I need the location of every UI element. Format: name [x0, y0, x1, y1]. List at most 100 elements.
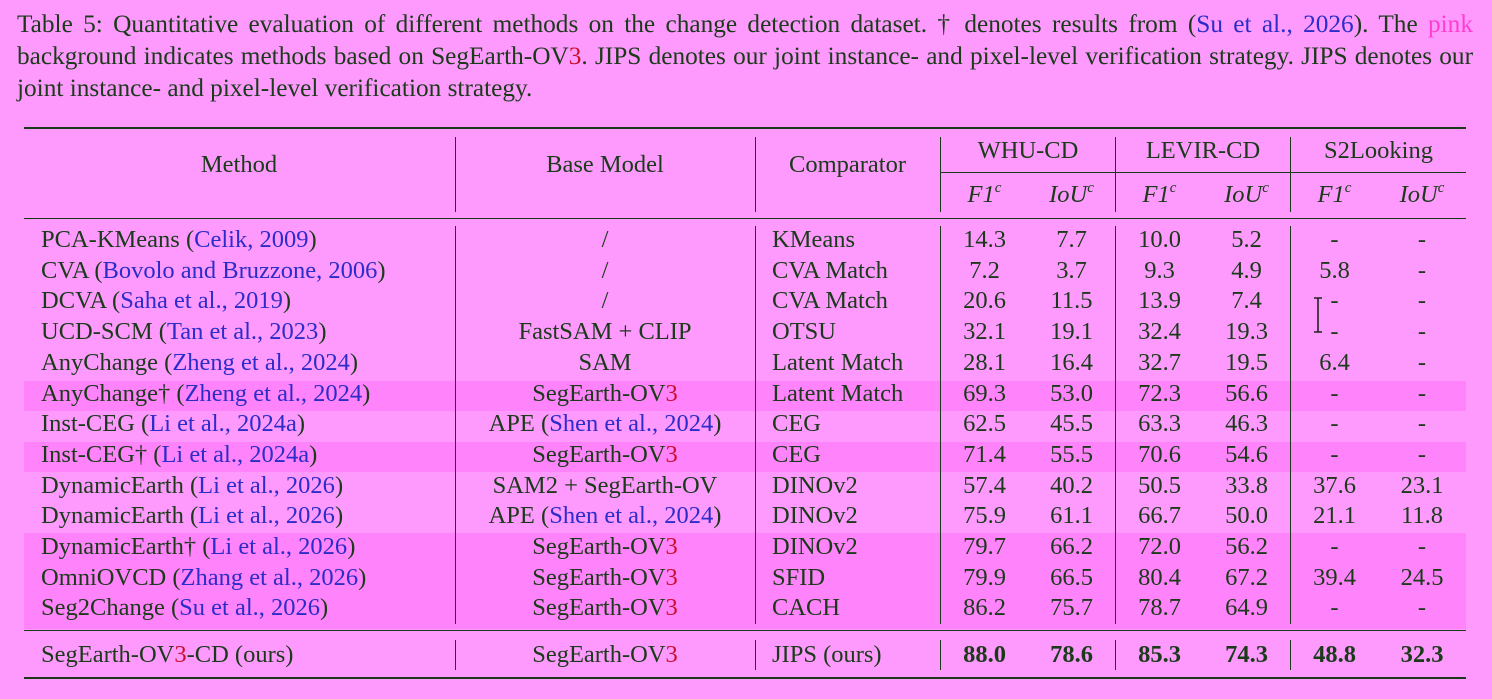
base-model-cell: SegEarth-OV3 [532, 440, 678, 468]
header-method: Method [200, 151, 278, 178]
citation-link[interactable]: Saha et al., 2019 [120, 287, 283, 315]
value-cell: 64.9 [1225, 594, 1268, 622]
row-highlight [24, 442, 1466, 472]
value-cell: 50.5 [1138, 471, 1181, 499]
citation-link[interactable]: Su et al., 2026 [179, 594, 321, 622]
value-cell: - [1330, 379, 1339, 407]
value-cell: 57.4 [963, 471, 1006, 499]
separator [940, 137, 941, 212]
citation-link[interactable]: Zheng et al., 2024 [184, 379, 363, 407]
value-cell: - [1417, 379, 1427, 407]
value-cell: 66.2 [1050, 533, 1093, 560]
method-cell: Inst-CEG† (Li et al., 2024a) [41, 440, 318, 468]
method-cell: DCVA (Saha et al., 2019) [41, 287, 292, 315]
value-cell: - [1417, 533, 1427, 560]
value-cell: 10.0 [1138, 226, 1181, 253]
value-cell: - [1330, 318, 1339, 346]
base-model-cell: / [601, 256, 609, 284]
ours-base-model: SegEarth-OV3 [532, 641, 678, 668]
citation-link[interactable]: Zheng et al., 2024 [172, 348, 350, 376]
separator [1290, 640, 1291, 670]
base-model-cell: APE (Shen et al., 2024) [488, 410, 722, 438]
row-highlight [24, 381, 1466, 411]
value-cell: 16.4 [1050, 348, 1093, 376]
value-cell: 14.3 [963, 226, 1006, 253]
separator [1290, 226, 1291, 624]
value-cell: 32.1 [963, 318, 1006, 346]
comparator-cell: DINOv2 [772, 471, 858, 499]
value-cell: - [1330, 410, 1339, 438]
caption-pink-word: pink [1428, 10, 1473, 38]
citation-link[interactable]: Zhang et al., 2026 [180, 563, 359, 591]
value-cell: 33.8 [1225, 471, 1268, 499]
value-cell: 86.2 [963, 594, 1006, 622]
value-cell: 80.4 [1138, 563, 1181, 591]
value-cell: - [1417, 287, 1427, 315]
separator [755, 226, 756, 624]
ours-value: 85.3 [1138, 641, 1181, 668]
separator [455, 137, 456, 212]
citation-link[interactable]: Li et al., 2024a [161, 440, 310, 468]
value-cell: 46.3 [1225, 410, 1268, 438]
header-comparator: Comparator [788, 151, 907, 178]
value-cell: 9.3 [1144, 256, 1175, 284]
separator [1115, 137, 1116, 212]
comparator-cell: OTSU [772, 318, 836, 346]
row-highlight-block [24, 533, 1466, 629]
header-metric-iou: IoUc [1224, 180, 1269, 209]
citation-link[interactable]: Li et al., 2026 [198, 502, 335, 530]
ours-value: 48.8 [1313, 641, 1356, 668]
separator [755, 137, 756, 212]
value-cell: - [1330, 440, 1339, 468]
citation-link[interactable]: Bovolo and Bruzzone, 2006 [102, 256, 378, 284]
ours-value: 74.3 [1225, 641, 1268, 668]
value-cell: 70.6 [1138, 440, 1181, 468]
value-cell: 66.5 [1050, 563, 1093, 591]
header-metric-f1: F1c [967, 180, 1002, 209]
base-model-cell: / [601, 226, 609, 253]
citation-link[interactable]: Tan et al., 2023 [166, 318, 319, 346]
value-cell: 19.1 [1050, 318, 1093, 346]
caption-after-cite: ). The [1353, 10, 1428, 38]
citation-link[interactable]: Shen et al., 2024 [549, 502, 714, 530]
comparator-cell: CEG [772, 410, 821, 438]
citation-link[interactable]: Shen et al., 2024 [549, 410, 714, 438]
method-cell: DynamicEarth (Li et al., 2026) [41, 502, 344, 530]
value-cell: 50.0 [1225, 502, 1268, 530]
header-rule [24, 218, 1466, 219]
value-cell: 79.7 [963, 533, 1006, 560]
comparator-cell: CEG [772, 440, 821, 468]
separator [455, 640, 456, 670]
comparator-cell: KMeans [772, 226, 856, 253]
value-cell: - [1417, 256, 1427, 284]
value-cell: 11.5 [1050, 287, 1093, 315]
value-cell: 13.9 [1138, 287, 1181, 315]
dataset-subrule [941, 172, 1466, 173]
citation-link[interactable]: Li et al., 2026 [210, 533, 348, 560]
separator [455, 226, 456, 624]
citation-link[interactable]: Li et al., 2024a [149, 410, 297, 438]
comparator-cell: Latent Match [772, 348, 904, 376]
value-cell: - [1417, 226, 1427, 253]
comparator-cell: DINOv2 [772, 533, 858, 560]
ours-value: 78.6 [1050, 641, 1093, 668]
separator [1290, 137, 1291, 212]
value-cell: 19.5 [1225, 348, 1268, 376]
citation-link[interactable]: Celik, 2009 [194, 226, 309, 253]
citation-link[interactable]: Li et al., 2026 [198, 471, 335, 499]
separator [940, 640, 941, 670]
value-cell: 5.8 [1319, 256, 1350, 284]
caption-citation-link[interactable]: Su et al., 2026 [1196, 10, 1354, 38]
value-cell: - [1330, 594, 1339, 622]
base-model-cell: SegEarth-OV3 [532, 533, 678, 560]
value-cell: 67.2 [1225, 563, 1268, 591]
caption-after-pink: background indicates methods based on Se… [17, 42, 569, 70]
base-model-cell: SAM2 + SegEarth-OV [492, 471, 718, 499]
header-dataset-s2looking: S2Looking [1324, 137, 1433, 164]
method-cell: UCD-SCM (Tan et al., 2023) [41, 318, 327, 346]
header-dataset-levir: LEVIR-CD [1145, 137, 1261, 164]
header-metric-iou: IoUc [1049, 180, 1094, 209]
value-cell: 3.7 [1056, 256, 1087, 284]
text-cursor-icon [1312, 296, 1324, 334]
method-cell: DynamicEarth (Li et al., 2026) [41, 471, 344, 499]
